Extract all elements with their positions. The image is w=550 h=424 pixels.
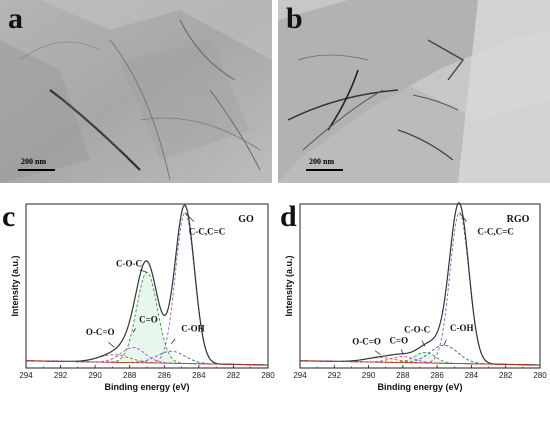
x-tick-label: 290 bbox=[88, 371, 102, 380]
component-fill bbox=[26, 272, 268, 365]
x-tick-label: 282 bbox=[227, 371, 241, 380]
annotation-arrow bbox=[184, 212, 195, 222]
scale-bar-label-b: 200 nm bbox=[309, 157, 335, 166]
annotation-label: C-O-C bbox=[116, 258, 142, 268]
annotation-arrow bbox=[170, 338, 176, 344]
x-tick-label: 292 bbox=[54, 371, 68, 380]
annotation-arrow bbox=[421, 340, 426, 347]
sample-tag: GO bbox=[238, 214, 254, 225]
annotation-arrow bbox=[374, 350, 381, 355]
panel-a: a 200 nm bbox=[0, 0, 272, 183]
y-axis-title: Intensity (a.u.) bbox=[284, 255, 294, 316]
annotation-label: C-O-C bbox=[404, 324, 430, 334]
tem-image-a bbox=[0, 0, 272, 183]
x-tick-label: 288 bbox=[396, 371, 410, 380]
annotation-arrow bbox=[443, 339, 447, 346]
annotation-label: C-C,C=C bbox=[189, 227, 225, 237]
annotation-label: O-C=O bbox=[86, 327, 115, 337]
panel-b: b 200 nm bbox=[278, 0, 550, 183]
annotation-label: C=O bbox=[390, 336, 409, 346]
x-tick-label: 280 bbox=[261, 371, 275, 380]
panel-label-b: b bbox=[286, 2, 303, 35]
x-tick-label: 288 bbox=[123, 371, 137, 380]
fit-component-c-oh bbox=[299, 344, 540, 366]
panel-label-d: d bbox=[280, 200, 297, 233]
annotation-label: C-OH bbox=[450, 323, 474, 333]
x-tick-label: 292 bbox=[328, 371, 342, 380]
x-tick-label: 290 bbox=[362, 371, 376, 380]
x-tick-label: 294 bbox=[19, 371, 33, 380]
annotation-label: C-C,C=C bbox=[477, 227, 513, 237]
panel-label-a: a bbox=[8, 2, 23, 35]
annotation-arrow bbox=[108, 342, 115, 348]
panel-d: d 294 292 290 288 286 284 282 280 Binding energy… bbox=[278, 190, 550, 419]
scale-bar-label-a: 200 nm bbox=[21, 157, 47, 166]
x-tick-label: 286 bbox=[158, 371, 172, 380]
x-tick-label: 280 bbox=[533, 371, 547, 380]
annotation-label: C=O bbox=[139, 314, 158, 324]
x-tick-label: 284 bbox=[465, 371, 479, 380]
x-tick-label: 294 bbox=[293, 371, 307, 380]
x-axis-title: Binding energy (eV) bbox=[104, 382, 189, 392]
x-tick-label: 284 bbox=[192, 371, 206, 380]
xps-chart-rgo: 294 292 290 288 286 284 282 280 Binding energy (… bbox=[284, 202, 547, 392]
annotation-label: C-OH bbox=[181, 324, 205, 334]
baseline bbox=[299, 360, 541, 366]
sample-tag: RGO bbox=[507, 214, 530, 225]
panel-label-c: c bbox=[2, 200, 16, 233]
annotation-arrow bbox=[459, 212, 467, 222]
x-axis-title: Binding energy (eV) bbox=[377, 382, 462, 392]
xps-chart-go: 294 292 290 288 286 284 282 280 Binding energy (… bbox=[10, 203, 275, 392]
panel-c: c 294 292 290 288 286 284 282 280 Binding energy… bbox=[0, 190, 278, 419]
tem-image-a-svg bbox=[0, 0, 272, 183]
fit-component-c-o-c bbox=[299, 351, 540, 366]
annotation-label: O-C=O bbox=[352, 337, 381, 347]
baseline bbox=[25, 360, 269, 366]
tem-image-b bbox=[278, 0, 550, 183]
x-tick-label: 282 bbox=[499, 371, 513, 380]
annotation-arrow bbox=[132, 328, 136, 333]
annotation-arrow bbox=[400, 349, 404, 354]
y-axis-title: Intensity (a.u.) bbox=[10, 255, 20, 316]
tem-image-b-svg bbox=[278, 0, 550, 183]
x-tick-label: 286 bbox=[430, 371, 444, 380]
annotation-arrow bbox=[139, 269, 148, 273]
